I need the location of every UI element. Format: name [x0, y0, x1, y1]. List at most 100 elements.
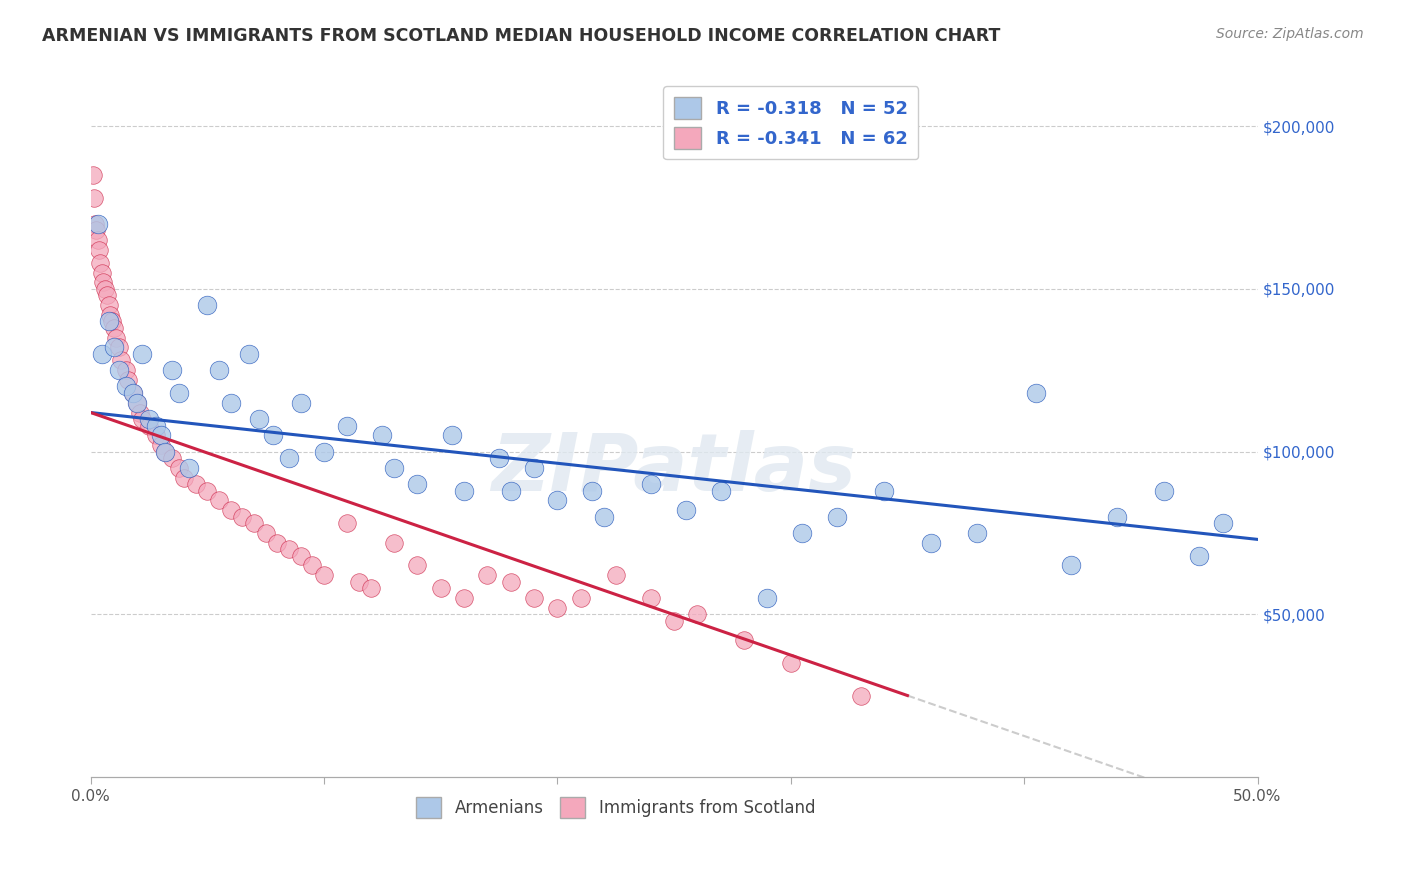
- Text: ZIPatlas: ZIPatlas: [492, 430, 856, 508]
- Point: [266, 535, 288, 549]
- Point: [238, 347, 260, 361]
- Point: [110, 353, 132, 368]
- Point: [406, 477, 429, 491]
- Point: [114, 363, 136, 377]
- Point: [114, 379, 136, 393]
- Point: [312, 568, 335, 582]
- Point: [662, 614, 685, 628]
- Point: [195, 483, 218, 498]
- Point: [195, 298, 218, 312]
- Point: [312, 444, 335, 458]
- Point: [710, 483, 733, 498]
- Point: [103, 341, 125, 355]
- Point: [1107, 509, 1129, 524]
- Point: [138, 418, 160, 433]
- Point: [406, 558, 429, 573]
- Point: [93, 276, 115, 290]
- Point: [733, 633, 755, 648]
- Point: [219, 396, 242, 410]
- Text: Source: ZipAtlas.com: Source: ZipAtlas.com: [1216, 27, 1364, 41]
- Point: [640, 591, 662, 605]
- Point: [605, 568, 627, 582]
- Point: [98, 314, 121, 328]
- Point: [231, 509, 253, 524]
- Point: [546, 493, 568, 508]
- Point: [593, 509, 616, 524]
- Legend: Armenians, Immigrants from Scotland: Armenians, Immigrants from Scotland: [409, 791, 823, 824]
- Point: [254, 525, 277, 540]
- Point: [779, 656, 801, 670]
- Point: [243, 516, 266, 530]
- Point: [262, 428, 284, 442]
- Point: [96, 288, 118, 302]
- Point: [1060, 558, 1083, 573]
- Point: [83, 191, 105, 205]
- Point: [184, 477, 207, 491]
- Point: [792, 525, 814, 540]
- Point: [145, 418, 167, 433]
- Point: [100, 308, 122, 322]
- Point: [86, 223, 108, 237]
- Point: [177, 460, 200, 475]
- Point: [675, 503, 697, 517]
- Point: [149, 438, 172, 452]
- Point: [131, 412, 153, 426]
- Point: [546, 600, 568, 615]
- Point: [347, 574, 370, 589]
- Point: [93, 282, 115, 296]
- Point: [756, 591, 779, 605]
- Point: [686, 607, 709, 622]
- Point: [82, 168, 104, 182]
- Point: [107, 341, 129, 355]
- Point: [86, 233, 108, 247]
- Point: [827, 509, 849, 524]
- Point: [371, 428, 394, 442]
- Point: [247, 412, 270, 426]
- Point: [162, 451, 184, 466]
- Point: [336, 418, 359, 433]
- Point: [86, 217, 108, 231]
- Point: [169, 386, 191, 401]
- Point: [523, 460, 546, 475]
- Point: [155, 444, 177, 458]
- Point: [278, 542, 301, 557]
- Point: [581, 483, 603, 498]
- Point: [523, 591, 546, 605]
- Point: [453, 591, 475, 605]
- Point: [920, 535, 942, 549]
- Point: [382, 460, 405, 475]
- Point: [127, 396, 149, 410]
- Point: [278, 451, 301, 466]
- Point: [128, 405, 150, 419]
- Point: [219, 503, 242, 517]
- Point: [131, 347, 153, 361]
- Point: [107, 363, 129, 377]
- Point: [1211, 516, 1233, 530]
- Point: [382, 535, 405, 549]
- Point: [453, 483, 475, 498]
- Point: [336, 516, 359, 530]
- Point: [429, 581, 451, 595]
- Point: [121, 386, 143, 401]
- Point: [1153, 483, 1175, 498]
- Point: [488, 451, 510, 466]
- Point: [499, 574, 522, 589]
- Point: [290, 549, 312, 563]
- Point: [145, 428, 167, 442]
- Point: [1025, 386, 1047, 401]
- Point: [290, 396, 312, 410]
- Point: [87, 243, 110, 257]
- Point: [138, 412, 160, 426]
- Point: [640, 477, 662, 491]
- Point: [149, 428, 172, 442]
- Point: [173, 470, 195, 484]
- Point: [966, 525, 988, 540]
- Point: [301, 558, 323, 573]
- Point: [84, 217, 107, 231]
- Point: [91, 266, 114, 280]
- Point: [155, 444, 177, 458]
- Point: [98, 298, 121, 312]
- Point: [569, 591, 592, 605]
- Point: [103, 321, 125, 335]
- Point: [105, 331, 128, 345]
